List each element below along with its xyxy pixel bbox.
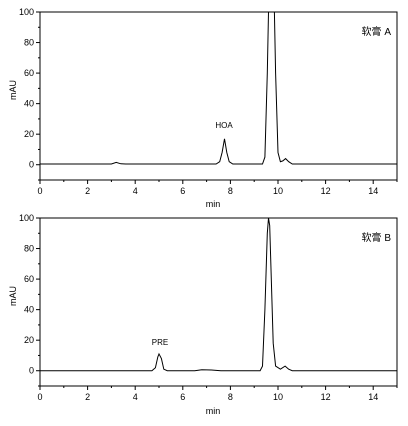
peak-label-pre: PRE xyxy=(152,338,168,347)
chart-panel-a: 0 2 4 6 8 10 12 14 0 20 40 60 80 100 min mAU 软膏 A HO… xyxy=(8,7,398,209)
chart-panel-b: 0 2 4 6 8 10 12 14 0 20 40 60 80 100 min mAU 软膏 B PR… xyxy=(8,213,398,416)
y-axis-label: mAU xyxy=(8,80,18,100)
x-tick-label: 4 xyxy=(133,186,138,196)
y-tick-label: 100 xyxy=(19,7,34,17)
series-line xyxy=(40,217,397,372)
x-tick-label: 6 xyxy=(180,392,185,402)
y-tick-label: 100 xyxy=(19,213,34,223)
x-tick-label: 0 xyxy=(37,186,42,196)
plot-frame xyxy=(39,11,398,181)
x-tick-label: 10 xyxy=(273,392,283,402)
y-axis-label: mAU xyxy=(8,286,18,306)
y-tick-label: 20 xyxy=(24,129,34,139)
plot-frame xyxy=(39,217,398,387)
panel-title: 软膏 B xyxy=(362,231,392,244)
y-axis: 0 20 40 60 80 100 xyxy=(19,213,40,387)
x-tick-label: 12 xyxy=(321,392,331,402)
x-tick-label: 8 xyxy=(228,392,233,402)
panel-title: 软膏 A xyxy=(362,25,392,38)
x-tick-label: 12 xyxy=(321,186,331,196)
peak-label-hoa: HOA xyxy=(215,121,233,130)
x-tick-label: 2 xyxy=(85,392,90,402)
x-tick-label: 14 xyxy=(368,186,378,196)
series-line xyxy=(40,11,397,165)
y-axis: 0 20 40 60 80 100 xyxy=(19,7,40,181)
y-tick-label: 40 xyxy=(24,305,34,315)
x-tick-label: 4 xyxy=(133,392,138,402)
y-tick-label: 60 xyxy=(24,274,34,284)
y-tick-label: 0 xyxy=(29,366,34,376)
x-tick-label: 8 xyxy=(228,186,233,196)
x-axis-label: min xyxy=(206,406,221,416)
x-axis: 0 2 4 6 8 10 12 14 xyxy=(37,386,398,402)
x-tick-label: 10 xyxy=(273,186,283,196)
y-tick-label: 20 xyxy=(24,335,34,345)
x-tick-label: 2 xyxy=(85,186,90,196)
y-tick-label: 0 xyxy=(29,160,34,170)
x-axis-label: min xyxy=(206,199,221,209)
x-tick-label: 0 xyxy=(37,392,42,402)
x-tick-label: 14 xyxy=(368,392,378,402)
x-axis: 0 2 4 6 8 10 12 14 xyxy=(37,180,398,196)
y-tick-label: 80 xyxy=(24,38,34,48)
y-tick-label: 80 xyxy=(24,244,34,254)
y-tick-label: 60 xyxy=(24,68,34,78)
x-tick-label: 6 xyxy=(180,186,185,196)
y-tick-label: 40 xyxy=(24,99,34,109)
